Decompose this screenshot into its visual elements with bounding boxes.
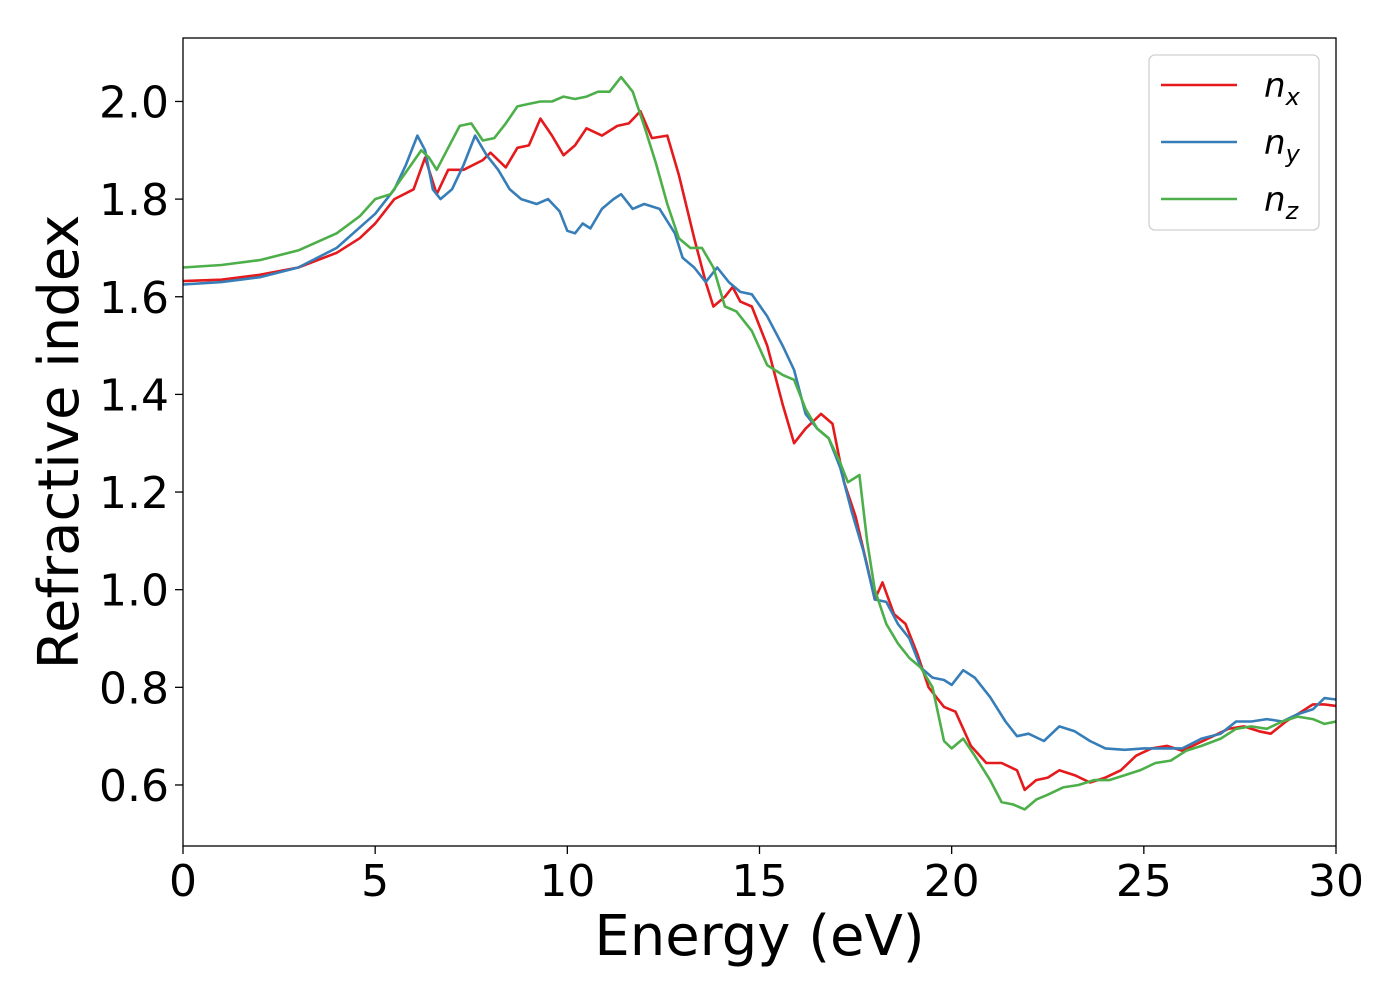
- y-tick-label: 1.2: [99, 468, 169, 519]
- series-layer: [183, 75, 1336, 811]
- x-tick-label: 10: [539, 856, 595, 907]
- x-tick-label: 20: [924, 856, 980, 907]
- series-line-nx: [183, 109, 1336, 792]
- x-tick-label: 5: [361, 856, 389, 907]
- x-axis-label: Energy (eV): [594, 904, 924, 969]
- series-line-nz: [183, 75, 1336, 811]
- x-tick-label: 15: [732, 856, 788, 907]
- y-tick-label: 1.0: [99, 566, 169, 617]
- y-tick-label: 1.8: [99, 175, 169, 226]
- legend-label-nz: nz: [1264, 180, 1300, 225]
- legend-label-nx: nx: [1264, 66, 1301, 111]
- y-tick-label: 0.6: [99, 761, 169, 812]
- y-tick-label: 2.0: [99, 77, 169, 128]
- x-tick-label: 0: [169, 856, 197, 907]
- y-tick-label: 1.6: [99, 273, 169, 324]
- x-tick-label: 25: [1116, 856, 1172, 907]
- ticks-layer: 0 5 10 15 20 25 30 0.6 0.8 1.0 1.2 1.4 1.6 1.8 2.0: [99, 77, 1364, 907]
- legend-label-ny: ny: [1264, 123, 1301, 168]
- x-tick-label: 30: [1308, 856, 1364, 907]
- series-line-ny: [183, 134, 1336, 752]
- y-tick-label: 0.8: [99, 663, 169, 714]
- y-tick-label: 1.4: [99, 370, 169, 421]
- legend: nx ny nz: [1148, 54, 1320, 231]
- y-axis-label: Refractive index: [27, 215, 92, 670]
